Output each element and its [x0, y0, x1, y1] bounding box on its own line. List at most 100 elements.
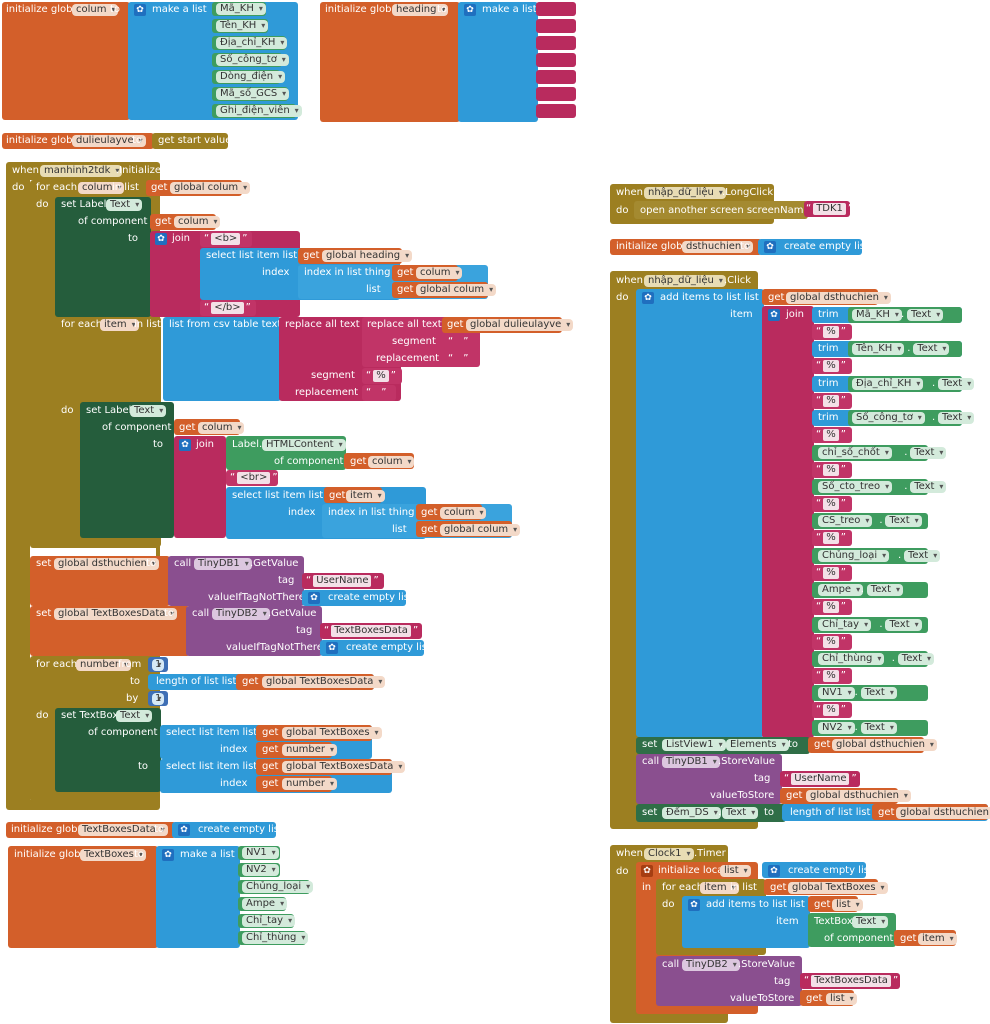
prop-text[interactable]: Text: [913, 343, 950, 355]
component-tinydb2[interactable]: TinyDB2: [682, 959, 740, 971]
global-tbd-pill[interactable]: global TextBoxesData: [54, 608, 178, 620]
string-replacement-inner[interactable]: [444, 351, 478, 367]
component-0[interactable]: Mã_KH: [852, 309, 902, 321]
make-list-block[interactable]: [458, 2, 538, 122]
component-nhap[interactable]: nhập_dữ_liệu: [644, 275, 726, 287]
tb-item-4-label[interactable]: Chỉ_tay: [242, 915, 296, 927]
heading-item-1[interactable]: [536, 19, 576, 33]
set-label-text-block-2[interactable]: [80, 402, 174, 538]
var-colum[interactable]: colum: [78, 182, 125, 194]
heading-item-5[interactable]: [536, 87, 576, 101]
component-6[interactable]: CS_treo: [818, 515, 873, 527]
set-textbox-text-block[interactable]: [55, 708, 161, 792]
prop-text[interactable]: Text: [866, 584, 904, 596]
var-colum-pill[interactable]: colum: [440, 507, 487, 519]
var-number-pill[interactable]: number: [282, 744, 338, 756]
make-list-block[interactable]: [156, 846, 240, 948]
colum-item-4-label[interactable]: Dòng_điện: [216, 71, 286, 83]
var-item[interactable]: item: [100, 319, 139, 331]
set-label-text-block[interactable]: [55, 197, 151, 317]
component-tinydb1[interactable]: TinyDB1: [194, 558, 252, 570]
component-clock1[interactable]: Clock1: [644, 848, 694, 860]
create-empty-list[interactable]: [762, 862, 866, 878]
global-ds-pill[interactable]: global dsthuchien: [832, 739, 937, 751]
gear-icon[interactable]: ✿: [155, 233, 167, 245]
component-7[interactable]: Chủng_loại: [818, 550, 890, 562]
gear-icon[interactable]: ✿: [642, 292, 654, 304]
tb-item-0-label[interactable]: NV1: [242, 847, 279, 859]
component-manhinh2tdk[interactable]: manhinh2tdk: [40, 165, 123, 177]
prop-text[interactable]: Text: [885, 515, 922, 527]
colum-item-2-label[interactable]: Địa_chỉ_KH: [216, 37, 288, 49]
var-number[interactable]: number: [76, 659, 132, 671]
var-textboxes[interactable]: TextBoxes: [80, 849, 146, 861]
string-segment-inner[interactable]: [444, 334, 478, 350]
var-item[interactable]: item: [700, 882, 739, 894]
init-colum-block[interactable]: [2, 2, 130, 120]
add-items-block-2[interactable]: [682, 896, 810, 948]
init-heading-block[interactable]: [320, 2, 460, 122]
var-colum-pill[interactable]: colum: [198, 422, 245, 434]
var-heading[interactable]: heading: [392, 4, 449, 16]
gear-icon[interactable]: ✿: [768, 865, 780, 877]
var-number-pill[interactable]: number: [282, 778, 338, 790]
join-block-2[interactable]: [174, 436, 226, 538]
heading-item-6[interactable]: [536, 104, 576, 118]
component-5[interactable]: Số_cto_treo: [818, 481, 893, 493]
heading-item-2[interactable]: [536, 36, 576, 50]
component-tinydb2[interactable]: TinyDB2: [212, 608, 270, 620]
prop-text[interactable]: Text: [860, 687, 897, 699]
var-colum-pill[interactable]: colum: [368, 456, 415, 468]
colum-item-5-label[interactable]: Mã_số_GCS: [216, 88, 290, 100]
prop-text[interactable]: Text: [106, 199, 143, 211]
var-list[interactable]: list: [720, 865, 751, 877]
create-empty-list[interactable]: [302, 590, 406, 606]
prop-text[interactable]: Text: [938, 412, 975, 424]
create-empty-list[interactable]: [320, 640, 424, 656]
gear-icon[interactable]: ✿: [179, 439, 191, 451]
tb-item-5-label[interactable]: Chỉ_thùng: [242, 932, 309, 944]
component-dem-ds[interactable]: Đếm_DS: [662, 807, 721, 819]
create-empty-list[interactable]: [172, 822, 276, 838]
prop-text[interactable]: Text: [904, 550, 941, 562]
add-items-block[interactable]: [636, 289, 764, 737]
global-heading-pill[interactable]: global heading: [322, 250, 413, 262]
var-colum-pill[interactable]: colum: [174, 216, 221, 228]
gear-icon[interactable]: ✿: [641, 865, 653, 877]
gear-icon[interactable]: ✿: [688, 899, 700, 911]
global-ds-pill[interactable]: global dsthuchien: [806, 790, 911, 802]
gear-icon[interactable]: ✿: [178, 824, 190, 836]
gear-icon[interactable]: ✿: [464, 4, 476, 16]
open-screen-block[interactable]: [634, 201, 808, 219]
heading-item-3[interactable]: [536, 53, 576, 67]
component-8[interactable]: Ampe: [818, 584, 864, 596]
global-ds-pill[interactable]: global dsthuchien: [786, 292, 891, 304]
var-dsthuchien[interactable]: dsthuchien: [682, 241, 754, 253]
colum-item-6-label[interactable]: Ghi_điện_viên: [216, 105, 302, 117]
component-tinydb1[interactable]: TinyDB1: [662, 756, 720, 768]
var-colum[interactable]: colum: [72, 4, 119, 16]
prop-text[interactable]: Text: [116, 710, 153, 722]
create-empty-list[interactable]: [758, 239, 862, 255]
prop-text[interactable]: Text: [852, 916, 889, 928]
heading-item-4[interactable]: [536, 70, 576, 84]
component-1[interactable]: Tên_KH: [852, 343, 905, 355]
gear-icon[interactable]: ✿: [764, 241, 776, 253]
component-4[interactable]: chỉ_số_chốt: [818, 447, 892, 459]
global-textboxes-pill[interactable]: global TextBoxes: [282, 727, 382, 739]
gear-icon[interactable]: ✿: [134, 4, 146, 16]
list-from-csv-block[interactable]: [163, 317, 281, 401]
component-listview1[interactable]: ListView1: [662, 739, 726, 751]
global-dsthuchien-pill[interactable]: global dsthuchien: [54, 558, 159, 570]
tb-item-3-label[interactable]: Ampe: [242, 898, 288, 910]
gear-icon[interactable]: ✿: [326, 642, 338, 654]
var-dulieulayve[interactable]: dulieulayve: [72, 135, 146, 147]
global-colum-pill[interactable]: global colum: [440, 524, 521, 536]
global-colum-pill[interactable]: global colum: [416, 284, 497, 296]
gear-icon[interactable]: ✿: [308, 592, 320, 604]
init-textboxes-block[interactable]: [8, 846, 158, 948]
prop-text[interactable]: Text: [130, 405, 167, 417]
get-start-value-block[interactable]: [152, 133, 228, 149]
var-tbd[interactable]: TextBoxesData: [78, 824, 168, 836]
global-tbd-pill[interactable]: global TextBoxesData: [262, 676, 386, 688]
